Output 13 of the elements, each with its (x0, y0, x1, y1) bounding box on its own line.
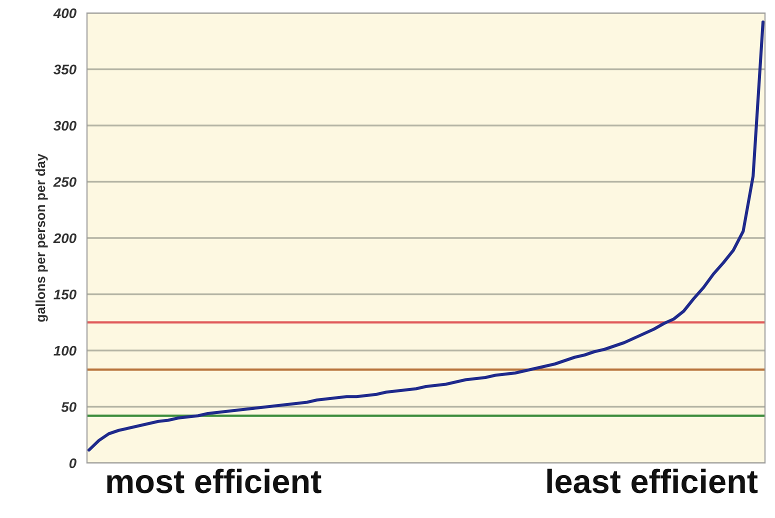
y-tick-label: 0 (69, 458, 76, 468)
y-tick-label: 350 (54, 64, 76, 74)
y-tick-label: 400 (53, 8, 76, 18)
y-tick-label: 150 (54, 290, 76, 300)
y-tick-label: 250 (53, 177, 76, 187)
y-tick-label: 300 (54, 120, 76, 131)
line-series (87, 20, 765, 452)
text: most efficient (107, 468, 322, 494)
y-tick-label: 100 (54, 346, 76, 356)
y-axis-title: gallons per person per day (36, 154, 48, 322)
text: least efficient (547, 468, 758, 494)
y-tick-label: 50 (61, 402, 76, 412)
y-tick-label: 200 (53, 233, 76, 244)
